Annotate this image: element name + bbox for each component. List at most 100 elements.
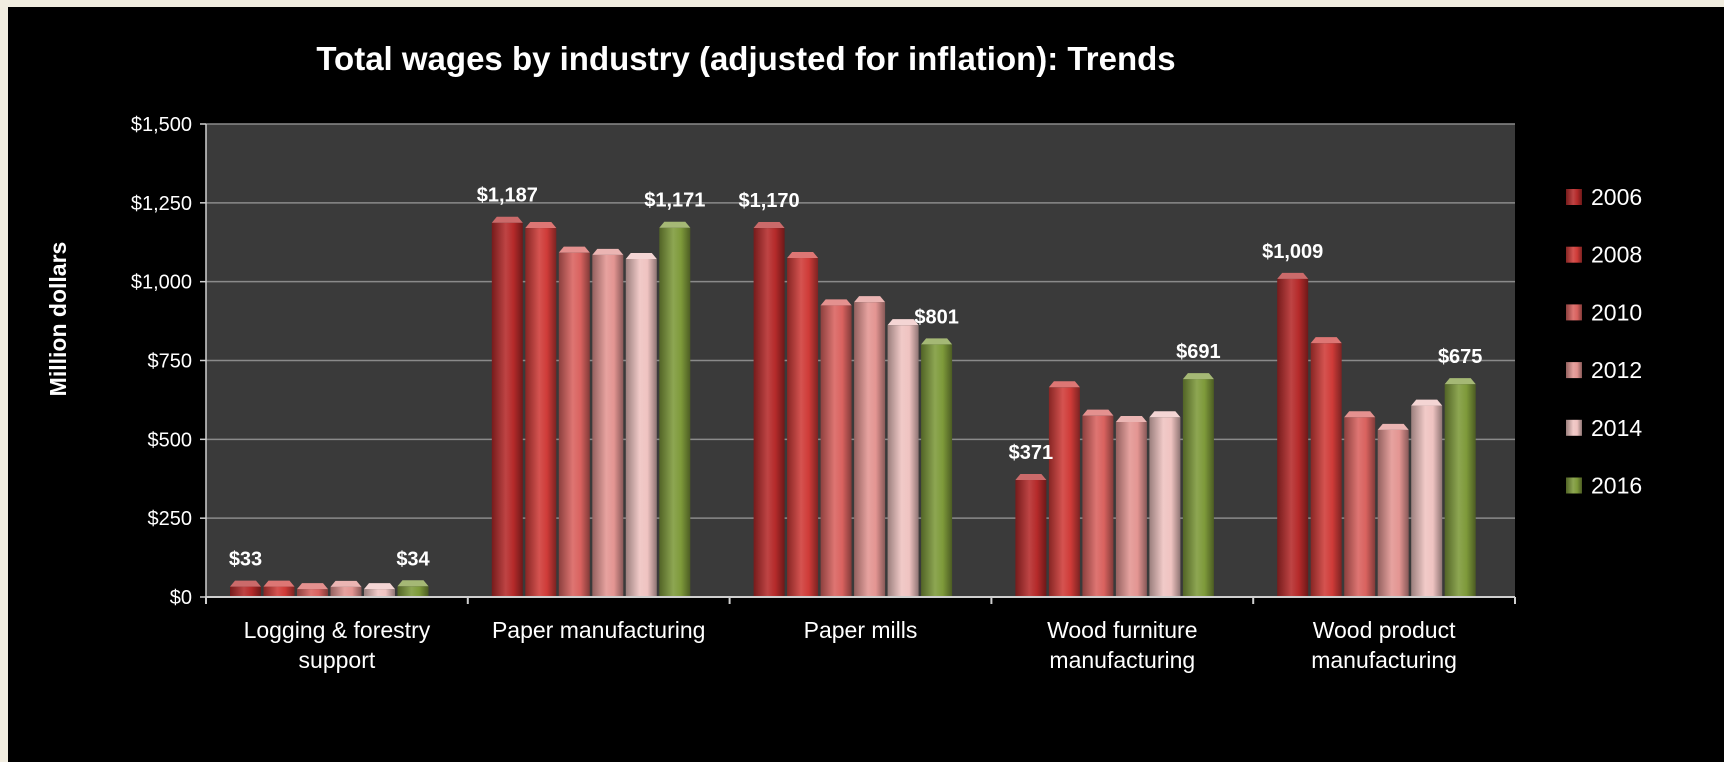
bar [1277, 272, 1309, 597]
bar-top [659, 221, 691, 228]
bar-top [330, 580, 362, 587]
bar-top [887, 319, 919, 326]
bars [230, 216, 1476, 597]
legend-label: 2014 [1591, 415, 1642, 441]
bar-body [1344, 417, 1376, 597]
bar-top [397, 580, 429, 587]
data-label: $801 [914, 306, 959, 328]
bar-top [1277, 272, 1309, 279]
bar-body [558, 252, 590, 597]
bar [1444, 378, 1476, 597]
x-tick-labels: Logging & forestry support Paper manufactu… [244, 617, 1457, 673]
y-tick-label: $1,500 [131, 114, 192, 136]
data-label: $34 [396, 548, 430, 570]
bar-body [1149, 417, 1181, 597]
bar-chart: $0 $250 $500 $750 $1,000 $1,250 $1,500 Logging… [45, 40, 1642, 673]
bar [820, 299, 852, 597]
bar [659, 221, 691, 597]
x-tick-label: Wood product manufacturing [1311, 617, 1457, 673]
bar-top [558, 246, 590, 253]
bar-top [1411, 399, 1443, 406]
bar-body [854, 302, 886, 597]
bar-top [753, 222, 785, 229]
bar-top [921, 338, 953, 345]
data-label: $33 [229, 549, 262, 571]
bar-body [625, 258, 657, 597]
bar-top [1082, 409, 1114, 416]
bar [1015, 474, 1047, 597]
legend-label: 2016 [1591, 473, 1642, 499]
bar [921, 338, 953, 597]
y-axis-label: Million dollars [45, 242, 71, 397]
y-tick-label: $1,250 [131, 193, 192, 215]
bar [1310, 337, 1342, 597]
bar-body [491, 222, 523, 597]
axes [200, 123, 1516, 604]
data-label: $675 [1438, 346, 1483, 368]
bar [263, 580, 295, 597]
legend-swatch [1566, 189, 1582, 205]
legend: 2006 2008 2010 2012 2014 2016 [1566, 184, 1642, 499]
y-tick-label: $1,000 [131, 272, 192, 294]
bar [1344, 411, 1376, 597]
legend-item: 2016 [1566, 473, 1642, 499]
bar-body [525, 228, 557, 597]
bar-body [1182, 379, 1214, 597]
data-label: $691 [1176, 341, 1221, 363]
y-tick-label: $250 [148, 508, 193, 530]
bar-top [1310, 337, 1342, 344]
bar [330, 580, 362, 597]
bar [525, 222, 557, 597]
bar [1149, 411, 1181, 597]
bar [1115, 415, 1147, 597]
bar-body [820, 305, 852, 597]
bar-top [491, 216, 523, 223]
bar-body [1310, 343, 1342, 597]
bar-body [330, 586, 362, 597]
bar-body [397, 586, 429, 597]
bar-top [625, 252, 657, 259]
bar-body [1411, 405, 1443, 597]
bar [625, 252, 657, 597]
data-label: $1,009 [1262, 241, 1323, 263]
bar [1377, 423, 1409, 597]
legend-swatch [1566, 304, 1582, 321]
y-tick-label: $500 [148, 429, 193, 451]
data-labels: $33 $34 $1,187 $1,171 $1,170 $801 $371 $691 $1,0… [229, 185, 1483, 571]
legend-label: 2008 [1591, 242, 1642, 268]
x-tick-label: Wood furniture manufacturing [1047, 617, 1197, 673]
data-label: $1,171 [644, 190, 705, 212]
bar-body [1082, 415, 1114, 597]
bar [297, 583, 328, 597]
bar [364, 583, 395, 597]
legend-label: 2006 [1591, 184, 1642, 210]
bar-body [1444, 384, 1476, 597]
bar-body [753, 228, 785, 597]
bar [558, 246, 590, 597]
bar-body [1115, 421, 1147, 597]
bar-body [1015, 480, 1047, 597]
x-tick-label: Logging & forestry support [244, 617, 431, 673]
bar-top [592, 248, 624, 255]
bar-top [1444, 378, 1476, 385]
x-tick-label: Paper mills [804, 617, 918, 643]
bar [491, 216, 523, 597]
bar-body [297, 589, 328, 597]
bar-body [659, 227, 691, 597]
legend-swatch [1566, 477, 1582, 494]
bar-top [1115, 415, 1147, 422]
bar-body [1377, 429, 1409, 597]
bar-body [787, 258, 819, 597]
bar-top [297, 583, 328, 590]
bar-top [1015, 474, 1047, 481]
bar-top [263, 580, 295, 587]
y-tick-label: $750 [148, 351, 193, 373]
bar-top [1149, 411, 1181, 418]
legend-swatch [1566, 362, 1582, 379]
bar [1182, 373, 1214, 597]
chart-title: Total wages by industry (adjusted for in… [316, 40, 1175, 77]
bar-body [1277, 278, 1309, 597]
x-tick-label: Paper manufacturing [492, 617, 706, 643]
legend-item: 2008 [1566, 242, 1642, 268]
bar [753, 222, 785, 597]
